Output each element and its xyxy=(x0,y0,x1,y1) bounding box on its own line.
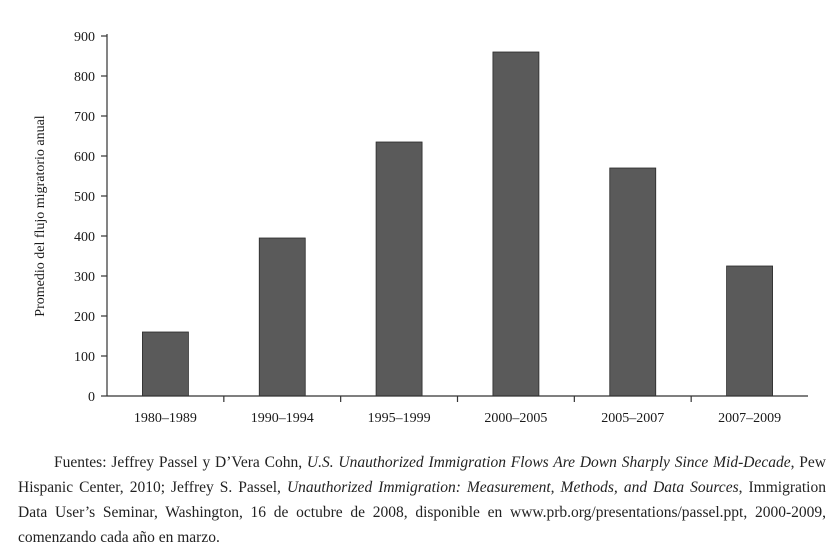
y-tick-label: 300 xyxy=(74,270,95,285)
y-tick-label: 200 xyxy=(74,310,95,325)
y-tick-label: 500 xyxy=(74,190,95,205)
y-tick-label: 400 xyxy=(74,230,95,245)
x-tick-label: 2007–2009 xyxy=(718,411,781,426)
bar xyxy=(142,331,189,397)
bar xyxy=(609,167,657,397)
x-tick-label: 1995–1999 xyxy=(368,411,431,426)
x-tick-label: 2000–2005 xyxy=(484,411,547,426)
y-tick-label: 0 xyxy=(88,390,95,405)
source-title-2: Unauthorized Immigration: Measurement, M… xyxy=(286,479,739,496)
y-axis-ticks: 0 100 200 300 400 500 600 700 800 900 xyxy=(74,30,107,405)
source-part-3: , Immigration Data User’s Seminar, Washi… xyxy=(18,479,826,546)
source-part-2: , Pew Hispanic Center, 2010; Jeffrey S. … xyxy=(18,454,826,496)
y-tick-label: 100 xyxy=(74,350,95,365)
y-axis-label: Promedio del flujo migratorio anual xyxy=(33,115,48,317)
bar xyxy=(258,237,306,397)
source-part-1: Fuentes: Jeffrey Passel y D’Vera Cohn, xyxy=(54,454,307,471)
source-caption: Fuentes: Jeffrey Passel y D’Vera Cohn, U… xyxy=(18,450,826,550)
y-tick-label: 700 xyxy=(74,110,95,125)
bar xyxy=(726,265,773,397)
y-tick-label: 800 xyxy=(74,70,95,85)
x-tick-label: 1990–1994 xyxy=(251,411,314,426)
y-tick-label: 900 xyxy=(74,30,95,45)
y-tick-label: 600 xyxy=(74,150,95,165)
bar xyxy=(375,141,423,397)
bar xyxy=(492,51,540,397)
x-tick-label: 1980–1989 xyxy=(134,411,197,426)
x-tick-label: 2005–2007 xyxy=(601,411,664,426)
x-axis-tick-labels: 1980–1989 1990–1994 1995–1999 2000–2005 2005… xyxy=(134,396,781,426)
bars xyxy=(142,51,773,397)
source-title-1: U.S. Unauthorized Immigration Flows Are … xyxy=(306,454,791,471)
